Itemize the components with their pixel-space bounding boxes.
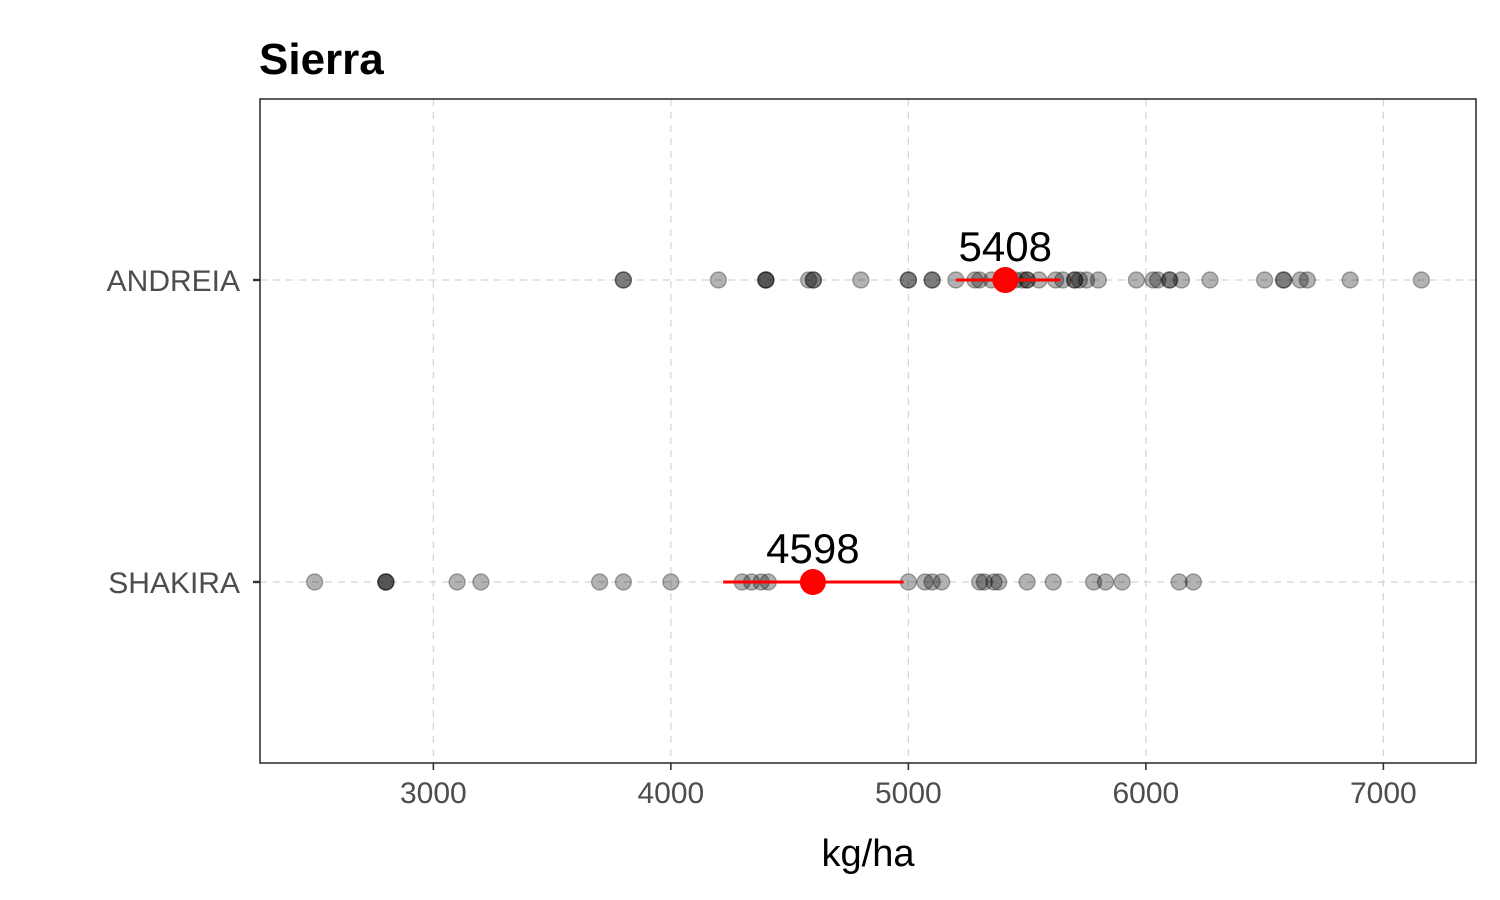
plot-panel-border	[259, 98, 1477, 764]
data-point	[1274, 271, 1293, 289]
x-tick-label: 3000	[400, 777, 467, 810]
chart-title: Sierra	[259, 35, 384, 84]
data-point	[1077, 271, 1096, 289]
data-point	[614, 271, 633, 289]
data-point	[1144, 271, 1162, 289]
data-point	[1172, 271, 1191, 289]
data-point	[472, 573, 490, 591]
data-point	[916, 573, 934, 591]
data-point	[1127, 271, 1146, 289]
data-point	[985, 573, 1003, 591]
data-point	[1274, 271, 1293, 289]
mean-point	[799, 569, 826, 595]
data-point	[614, 573, 633, 591]
axes: 3000 4000 5000 6000 7000 ANDREIA SHAKIRA	[107, 265, 1417, 810]
data-point	[1044, 573, 1062, 591]
x-tick-label: 4000	[638, 777, 705, 810]
data-point	[1291, 271, 1309, 289]
data-point	[852, 271, 870, 289]
mean-point	[992, 267, 1019, 293]
data-point	[1065, 271, 1084, 289]
data-point	[923, 271, 941, 289]
data-point	[799, 271, 818, 289]
data-point	[899, 271, 918, 289]
data-point	[1412, 271, 1431, 289]
data-point	[1070, 271, 1089, 289]
data-point	[377, 573, 395, 591]
data-point	[590, 573, 609, 591]
data-point	[1160, 271, 1179, 289]
data-point	[757, 271, 775, 289]
data-point	[1113, 573, 1131, 591]
data-point	[377, 573, 395, 591]
data-point	[1084, 573, 1103, 591]
mean-label: 4598	[766, 525, 859, 572]
mean-markers: 5408 4598	[723, 223, 1061, 595]
data-point	[1096, 573, 1115, 591]
data-point	[1341, 271, 1359, 289]
data-point	[448, 573, 466, 591]
data-point	[709, 271, 728, 289]
data-point	[1065, 271, 1084, 289]
x-axis-title: kg/ha	[822, 833, 916, 875]
data-point	[757, 271, 775, 289]
data-point	[1298, 271, 1317, 289]
data-point	[804, 271, 823, 289]
data-point	[1255, 271, 1274, 289]
data-point	[932, 573, 951, 591]
y-tick-label: SHAKIRA	[108, 567, 240, 600]
x-tick-label: 7000	[1350, 777, 1417, 810]
data-point	[804, 271, 823, 289]
data-point	[1184, 573, 1203, 591]
data-point	[975, 573, 994, 591]
data-point	[970, 573, 989, 591]
data-point	[1018, 573, 1036, 591]
data-point	[1149, 271, 1167, 289]
grid	[260, 99, 1476, 763]
data-points	[305, 271, 1431, 591]
data-point	[305, 573, 324, 591]
x-tick-label: 6000	[1113, 777, 1180, 810]
data-point	[923, 271, 941, 289]
data-point	[923, 573, 941, 591]
data-point	[1170, 573, 1188, 591]
y-tick-label: ANDREIA	[107, 265, 240, 298]
data-point	[1201, 271, 1219, 289]
data-point	[614, 271, 633, 289]
mean-label: 5408	[959, 223, 1052, 270]
data-point	[1160, 271, 1179, 289]
data-point	[1089, 271, 1108, 289]
data-point	[662, 573, 680, 591]
data-point	[989, 573, 1008, 591]
data-point	[757, 271, 775, 289]
data-point	[377, 573, 395, 591]
data-point	[899, 271, 918, 289]
x-tick-label: 5000	[875, 777, 942, 810]
